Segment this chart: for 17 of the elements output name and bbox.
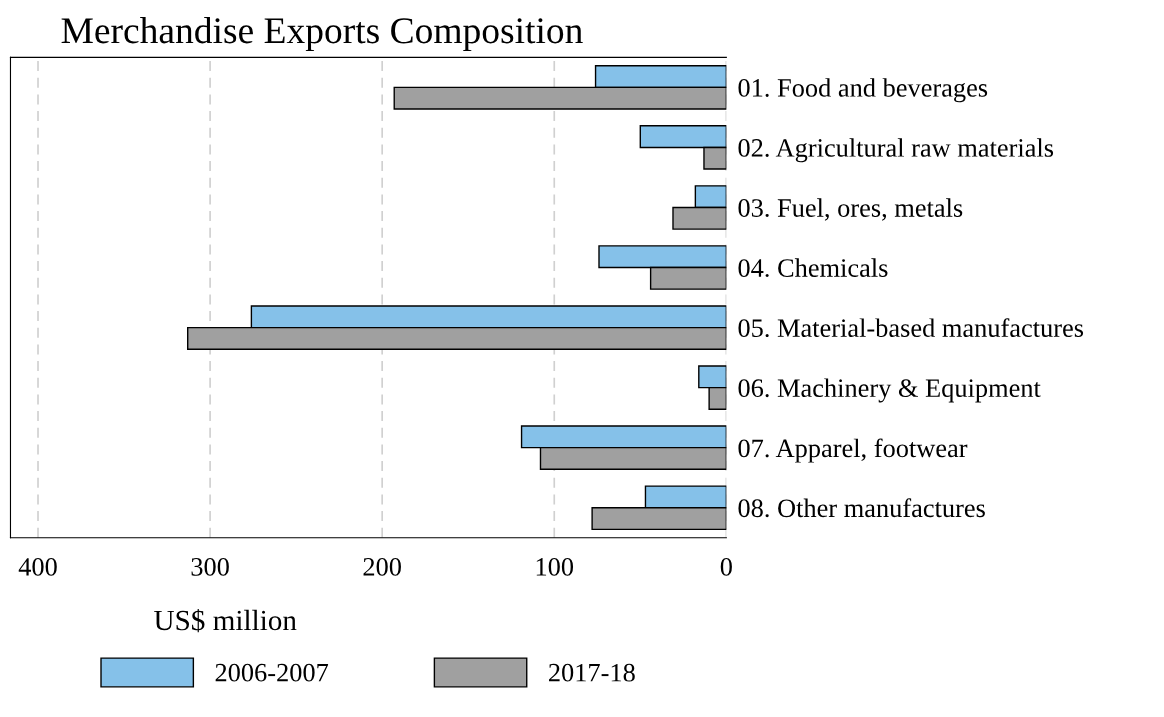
x-tick-label: 200 — [363, 557, 401, 576]
y-tick-label: 02. Agricultural raw materials — [738, 138, 1054, 163]
x-tick-label: 0 — [720, 557, 732, 576]
chart-title: Merchandise Exports Composition — [61, 17, 583, 52]
y-tick-label: 05. Material-based manufactures — [738, 318, 1084, 338]
y-tick-label: 08. Other manufactures — [738, 498, 985, 518]
y-tick-label: 06. Machinery & Equipment — [738, 378, 1041, 403]
legend-label: 2006-2007 — [215, 663, 329, 682]
x-tick-label: 100 — [536, 557, 574, 576]
y-tick-label: 07. Apparel, footwear — [738, 438, 968, 463]
legend-label: 2017-18 — [549, 663, 635, 682]
x-tick-label: 300 — [191, 557, 229, 576]
x-axis-title: US$ million — [154, 608, 297, 633]
y-tick-label: 01. Food and beverages — [738, 78, 988, 103]
y-tick-label: 03. Fuel, ores, metals — [738, 198, 963, 221]
x-tick-label: 400 — [18, 557, 57, 576]
y-tick-label: 04. Chemicals — [738, 258, 888, 278]
